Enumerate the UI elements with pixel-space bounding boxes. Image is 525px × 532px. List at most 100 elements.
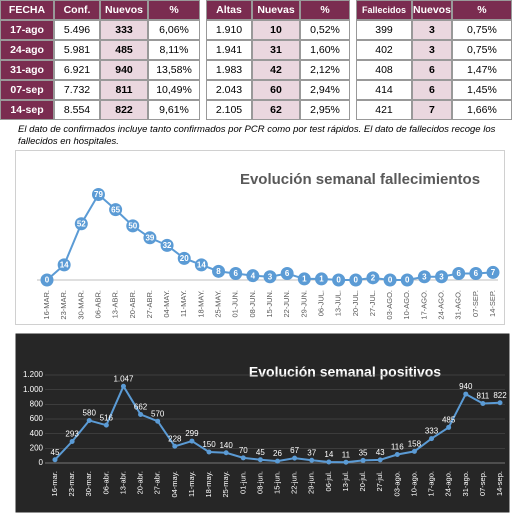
data-point — [446, 424, 452, 430]
data-label: 516 — [100, 413, 114, 422]
data-label: 150 — [202, 440, 216, 449]
table-row: 31-ago 6.921 940 13,58% 1.983 42 2,12% 408 6 1,47… — [0, 60, 512, 80]
x-tick-label: 27-ABR. — [145, 290, 154, 318]
x-tick-label: 29-jun. — [307, 471, 316, 494]
data-point — [263, 270, 277, 284]
data-point — [314, 272, 328, 286]
data-point — [257, 457, 263, 463]
table-cell: 2.105 — [206, 100, 252, 120]
data-label: 333 — [425, 427, 439, 436]
data-label: 1.047 — [113, 374, 134, 383]
table-cell: 8.554 — [54, 100, 100, 120]
x-tick-label: 27-jul. — [375, 471, 384, 491]
table-cell: 2.043 — [206, 80, 252, 100]
data-label: 485 — [442, 416, 456, 425]
table-cell: 62 — [252, 100, 300, 120]
table-cell: 3 — [412, 40, 452, 60]
table-cell: 42 — [252, 60, 300, 80]
x-tick-label: 03-ago. — [392, 471, 401, 496]
data-point — [297, 272, 311, 286]
data-point — [57, 258, 71, 272]
x-tick-label: 22-jun. — [290, 471, 299, 494]
data-label: 14 — [197, 260, 206, 269]
x-tick-label: 14-sep. — [495, 471, 504, 496]
x-tick-label: 01-JUN. — [231, 290, 240, 318]
data-label: 3 — [422, 272, 427, 281]
table-cell: 1.910 — [206, 20, 252, 40]
data-label: 45 — [51, 448, 60, 457]
data-label: 0 — [405, 276, 410, 285]
table-cell: 07-sep — [0, 80, 54, 100]
y-tick-label: 1.200 — [23, 370, 44, 379]
data-label: 1 — [302, 275, 307, 284]
data-label: 6 — [285, 269, 290, 278]
x-tick-label: 24-ago. — [444, 471, 453, 496]
table-cell: 1,47% — [451, 60, 512, 80]
x-tick-label: 20-JUL. — [351, 290, 360, 316]
x-tick-label: 17-ago. — [427, 471, 436, 496]
table-cell: Nuevos — [412, 0, 452, 20]
data-label: 43 — [376, 448, 385, 457]
table-cell: 2,95% — [300, 100, 350, 120]
data-label: 0 — [354, 276, 359, 285]
note: El dato de confirmados incluye tanto con… — [18, 124, 496, 147]
data-point — [463, 391, 469, 397]
data-point — [143, 231, 157, 245]
chart-background — [15, 150, 505, 325]
data-label: 1 — [319, 275, 324, 284]
x-tick-label: 03-AGO. — [385, 290, 394, 320]
data-point — [309, 457, 315, 463]
y-tick-label: 400 — [30, 429, 44, 438]
data-label: 2 — [371, 273, 376, 282]
table-cell: 1.983 — [206, 60, 252, 80]
table-cell: 2,12% — [300, 60, 350, 80]
table-cell: 0,75% — [451, 40, 512, 60]
data-label: 140 — [219, 441, 233, 450]
data-point — [155, 418, 161, 424]
data-label: 0 — [45, 276, 50, 285]
table-row: 14-sep 8.554 822 9,61% 2.105 62 2,95% 421 7 1,66% — [0, 100, 512, 120]
table-cell: Altas — [206, 0, 252, 20]
x-tick-label: 23-MAR. — [59, 290, 68, 320]
y-tick-label: 1.000 — [23, 385, 44, 394]
table-cell: 822 — [100, 100, 148, 120]
table-cell: 399 — [356, 20, 412, 40]
x-tick-label: 13-abr. — [118, 471, 127, 494]
table-cell: 31-ago — [0, 60, 54, 80]
x-tick-label: 11-may. — [187, 471, 196, 497]
x-tick-label: 20-abr. — [136, 471, 145, 494]
table-cell: 13,58% — [148, 60, 200, 80]
data-point — [126, 219, 140, 233]
data-point — [383, 273, 397, 287]
data-point — [366, 271, 380, 285]
table-cell: 1,45% — [451, 80, 512, 100]
x-tick-label: 23-mar. — [67, 471, 76, 496]
data-point — [411, 448, 417, 454]
table-cell: 0,75% — [451, 20, 512, 40]
x-tick-label: 01-jun. — [238, 471, 247, 494]
table-row: 07-sep 7.732 811 10,49% 2.043 60 2,94% 414 6 1,45… — [0, 80, 512, 100]
x-tick-label: 24-AGO. — [437, 290, 446, 320]
table-cell: 3 — [412, 20, 452, 40]
data-label: 940 — [459, 382, 473, 391]
x-tick-label: 13-JUL. — [334, 290, 343, 316]
data-point — [160, 238, 174, 252]
data-point — [52, 457, 58, 463]
x-tick-label: 07-sep. — [478, 471, 487, 496]
data-point — [177, 251, 191, 265]
x-tick-label: 15-JUN. — [265, 290, 274, 318]
table-cell: 6 — [412, 80, 452, 100]
data-label: 14 — [60, 260, 69, 269]
x-tick-label: 31-AGO. — [454, 290, 463, 320]
data-point — [360, 457, 366, 463]
table-cell: 10,49% — [148, 80, 200, 100]
data-point — [120, 383, 126, 389]
data-point — [172, 443, 178, 449]
data-label: 228 — [168, 434, 182, 443]
table-cell: 811 — [100, 80, 148, 100]
data-label: 39 — [145, 233, 154, 242]
x-tick-label: 04-may. — [170, 471, 179, 498]
table-cell: Conf. — [54, 0, 100, 20]
data-label: 11 — [342, 450, 351, 459]
table-cell: % — [451, 0, 512, 20]
